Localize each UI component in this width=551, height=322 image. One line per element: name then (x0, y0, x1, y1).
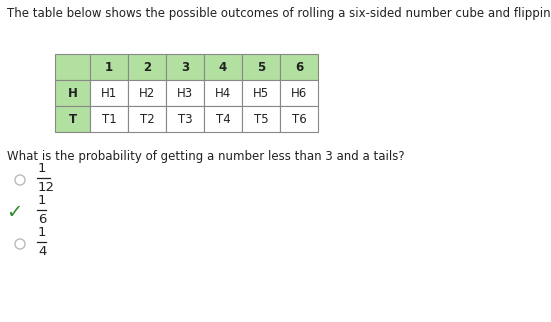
Bar (242, 106, 280, 132)
Text: T5: T5 (253, 112, 268, 126)
Bar (128, 106, 166, 132)
Text: What is the probability of getting a number less than 3 and a tails?: What is the probability of getting a num… (7, 150, 404, 163)
Text: T3: T3 (177, 112, 192, 126)
Text: 1: 1 (38, 194, 46, 207)
Bar (128, 80, 166, 106)
Bar (280, 106, 318, 132)
Bar (242, 80, 280, 106)
Text: H: H (68, 87, 78, 99)
Text: 1: 1 (38, 162, 46, 175)
Bar (55, 54, 90, 80)
Text: 1: 1 (105, 61, 113, 73)
Bar (280, 80, 318, 106)
Text: 3: 3 (181, 61, 189, 73)
Text: ✓: ✓ (6, 203, 22, 222)
Text: 6: 6 (38, 213, 46, 226)
Bar (166, 80, 204, 106)
Bar (55, 80, 90, 106)
Bar (204, 80, 242, 106)
Bar (204, 106, 242, 132)
Text: H5: H5 (253, 87, 269, 99)
Text: H3: H3 (177, 87, 193, 99)
Text: H4: H4 (215, 87, 231, 99)
Bar (242, 54, 280, 80)
Bar (204, 54, 242, 80)
Text: 1: 1 (38, 226, 46, 239)
Text: 2: 2 (143, 61, 151, 73)
Text: 4: 4 (219, 61, 227, 73)
Text: H2: H2 (139, 87, 155, 99)
Text: 12: 12 (38, 181, 55, 194)
Bar (166, 106, 204, 132)
Text: T2: T2 (139, 112, 154, 126)
Text: T: T (68, 112, 77, 126)
Bar (90, 106, 128, 132)
Bar (166, 54, 204, 80)
Text: T4: T4 (215, 112, 230, 126)
Text: The table below shows the possible outcomes of rolling a six-sided number cube a: The table below shows the possible outco… (7, 7, 551, 20)
Text: H1: H1 (101, 87, 117, 99)
Text: 4: 4 (38, 245, 46, 258)
Bar (55, 106, 90, 132)
Text: H6: H6 (291, 87, 307, 99)
Bar (90, 80, 128, 106)
Text: T6: T6 (291, 112, 306, 126)
Bar (128, 54, 166, 80)
Text: T1: T1 (101, 112, 116, 126)
Bar (90, 54, 128, 80)
Text: 6: 6 (295, 61, 303, 73)
Bar (280, 54, 318, 80)
Text: 5: 5 (257, 61, 265, 73)
